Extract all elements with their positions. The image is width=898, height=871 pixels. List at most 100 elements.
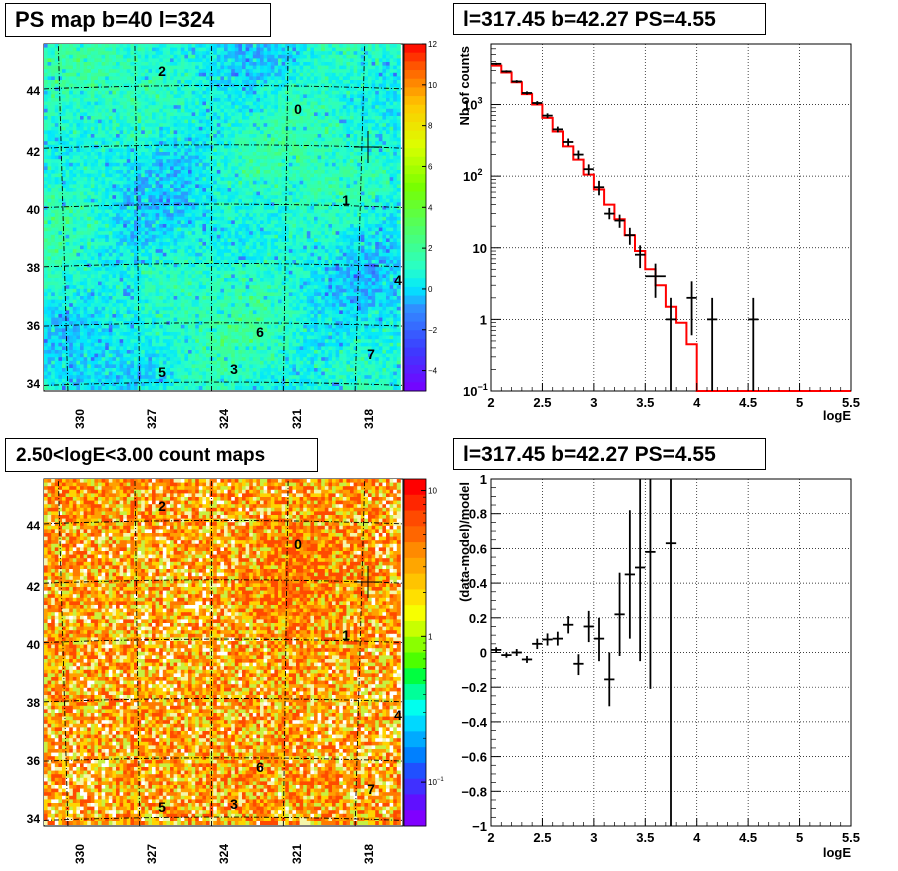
heatmap-cell <box>108 116 113 120</box>
heatmap-cell <box>188 173 192 178</box>
heatmap-cell <box>83 213 88 218</box>
heatmap-cell <box>249 80 254 84</box>
heatmap-cell <box>278 105 282 110</box>
heatmap-cell <box>173 141 178 146</box>
heatmap-cell <box>270 170 275 174</box>
heatmap-cell <box>148 130 153 135</box>
heatmap-cell <box>350 83 354 88</box>
heatmap-cell <box>357 213 362 218</box>
heatmap-cell <box>108 198 113 203</box>
heatmap-cell <box>83 141 88 146</box>
heatmap-cell <box>116 191 120 196</box>
heatmap-cell <box>108 44 113 48</box>
heatmap-cell <box>378 202 383 207</box>
heatmap-cell <box>234 69 239 74</box>
heatmap-cell <box>368 119 372 124</box>
heatmap-cell <box>292 177 297 182</box>
heatmap-cell <box>342 180 347 185</box>
heatmap-cell <box>90 220 95 225</box>
heatmap-cell <box>238 62 243 66</box>
heatmap-cell <box>65 65 70 70</box>
heatmap-cell <box>119 191 124 196</box>
heatmap-cell <box>195 108 200 113</box>
heatmap-cell <box>227 90 232 95</box>
heatmap-cell <box>116 119 120 124</box>
heatmap-cell <box>148 134 153 138</box>
heatmap-cell <box>213 213 218 218</box>
heatmap-cell <box>281 44 286 48</box>
heatmap-cell <box>180 108 185 113</box>
heatmap-cell <box>58 173 63 178</box>
heatmap-cell <box>335 148 340 153</box>
heatmap-cell <box>94 87 99 92</box>
heatmap-cell <box>119 213 124 218</box>
heatmap-cell <box>339 155 344 160</box>
heatmap-cell <box>260 152 264 156</box>
heatmap-cell <box>353 152 358 156</box>
heatmap-cell <box>249 198 254 203</box>
heatmap-cell <box>234 126 239 131</box>
heatmap-cell <box>296 116 300 120</box>
heatmap-cell <box>54 170 59 174</box>
heatmap-cell <box>184 65 189 70</box>
heatmap-cell <box>144 44 149 48</box>
heatmap-cell <box>234 130 239 135</box>
heatmap-cell <box>332 191 336 196</box>
heatmap-cell <box>188 152 192 156</box>
heatmap-cell <box>360 137 365 142</box>
heatmap-cell <box>260 144 264 149</box>
heatmap-cell <box>393 202 398 207</box>
heatmap-cell <box>134 54 138 59</box>
heatmap-cell <box>108 87 113 92</box>
heatmap-cell <box>378 108 383 113</box>
heatmap-cell <box>252 90 257 95</box>
heatmap-cell <box>191 152 196 156</box>
heatmap-cell <box>288 87 293 92</box>
heatmap-cell <box>195 47 200 52</box>
heatmap-cell <box>54 94 59 99</box>
heatmap-cell <box>310 83 315 88</box>
heatmap-cell <box>94 198 99 203</box>
heatmap-cell <box>260 119 264 124</box>
heatmap-cell <box>357 188 362 192</box>
heatmap-cell <box>191 137 196 142</box>
heatmap-cell <box>332 180 336 185</box>
heatmap-cell <box>260 166 264 171</box>
heatmap-cell <box>238 72 243 77</box>
heatmap-cell <box>202 130 207 135</box>
heatmap-cell <box>339 134 344 138</box>
heatmap-cell <box>202 54 207 59</box>
heatmap-cell <box>209 180 214 185</box>
heatmap-cell <box>191 144 196 149</box>
heatmap-cell <box>119 98 124 102</box>
heatmap-cell <box>368 216 372 221</box>
heatmap-cell <box>350 123 354 128</box>
heatmap-cell <box>90 101 95 106</box>
heatmap-cell <box>310 58 315 63</box>
heatmap-cell <box>274 69 279 74</box>
heatmap-cell <box>62 141 66 146</box>
heatmap-cell <box>386 166 390 171</box>
heatmap-cell <box>76 159 81 164</box>
heatmap-cell <box>65 141 70 146</box>
heatmap-cell <box>242 58 246 63</box>
heatmap-cell <box>274 51 279 56</box>
heatmap-cell <box>166 152 171 156</box>
heatmap-cell <box>368 51 372 56</box>
heatmap-cell <box>47 141 52 146</box>
heatmap-cell <box>47 130 52 135</box>
heatmap-cell <box>234 62 239 66</box>
heatmap-cell <box>65 188 70 192</box>
heatmap-cell <box>62 220 66 225</box>
heatmap-cell <box>123 83 128 88</box>
heatmap-cell <box>69 191 74 196</box>
heatmap-cell <box>159 51 164 56</box>
heatmap-cell <box>90 180 95 185</box>
heatmap-cell <box>83 44 88 48</box>
heatmap-cell <box>389 144 394 149</box>
heatmap-cell <box>180 170 185 174</box>
heatmap-cell <box>108 216 113 221</box>
heatmap-cell <box>389 80 394 84</box>
heatmap-cell <box>335 44 340 48</box>
heatmap-cell <box>119 166 124 171</box>
